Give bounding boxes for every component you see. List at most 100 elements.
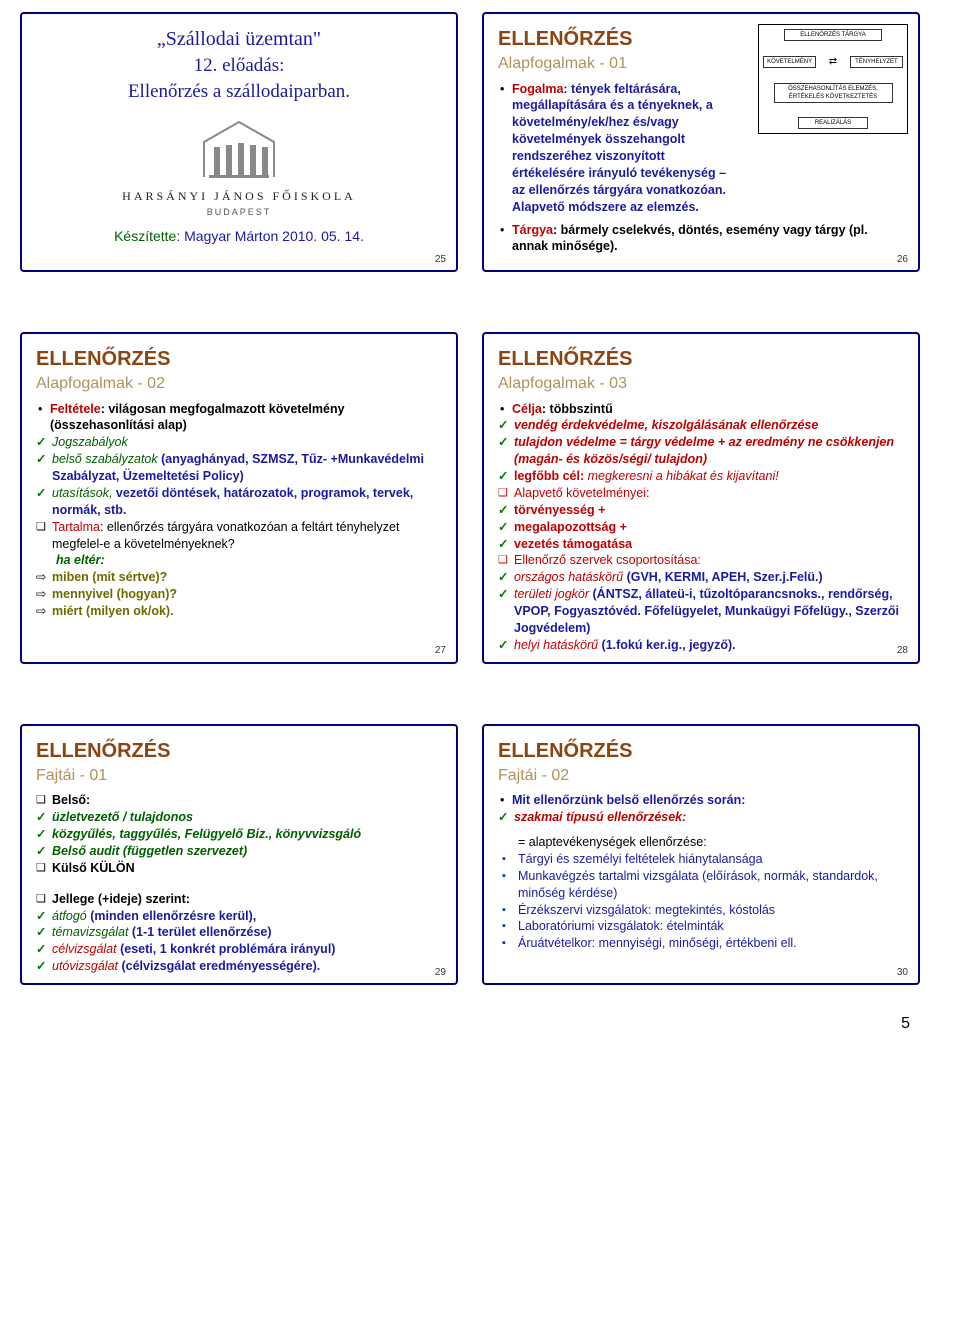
check-legfobb: legfőbb cél: megkeresni a hibákat és kij… bbox=[498, 468, 904, 485]
targya-text: : bármely cselekvés, döntés, esemény vag… bbox=[512, 223, 868, 254]
check-cel: célvizsgálat (eseti, 1 konkrét problémár… bbox=[36, 941, 442, 958]
check-tulajdon: tulajdon védelme = tárgy védelme + az er… bbox=[498, 434, 904, 468]
page-number: 5 bbox=[20, 1015, 940, 1033]
slide-subtitle: Alapfogalmak - 03 bbox=[498, 373, 904, 395]
c6b-text: (eseti, 1 konkrét problémára irányul) bbox=[117, 942, 336, 956]
school-logo-icon bbox=[184, 112, 294, 182]
author-prefix: Készítette bbox=[114, 228, 176, 244]
slide-heading: ELLENŐRZÉS bbox=[36, 346, 442, 373]
check-jog: Jogszabályok bbox=[36, 434, 442, 451]
ha-elter: ha eltér: bbox=[36, 552, 442, 569]
check-orszagos: országos hatáskörű (GVH, KERMI, APEH, Sz… bbox=[498, 569, 904, 586]
cel-text: : többszintű bbox=[542, 402, 613, 416]
c1-text: üzletvezető / tulajdonos bbox=[52, 810, 193, 824]
title-line2: 12. előadás: bbox=[36, 53, 442, 79]
felt-label: Feltétele bbox=[50, 402, 101, 416]
c1-text: Jogszabályok bbox=[52, 435, 128, 449]
slide-30: ELLENŐRZÉS Fajtái - 02 Mit ellenőrzünk b… bbox=[482, 724, 920, 985]
dia-right: TÉNYHELYZET bbox=[850, 56, 903, 68]
slide-number: 29 bbox=[435, 966, 446, 980]
check-szakmai: szakmai típusú ellenőrzések: bbox=[498, 809, 904, 826]
c3a-text: utasítások, bbox=[52, 486, 112, 500]
c2a-text: belső szabályzatok bbox=[52, 452, 158, 466]
c9a-text: helyi hatáskörű bbox=[514, 638, 598, 652]
c9b-text: (1.fokú ker.ig., jegyző). bbox=[598, 638, 736, 652]
c5-text: megalapozottság + bbox=[514, 520, 627, 534]
targya-label: Tárgya bbox=[512, 223, 553, 237]
b1-text: Mit ellenőrzünk belső ellenőrzés során: bbox=[512, 793, 745, 807]
author-line: Készítette: Magyar Márton 2010. 05. 14. bbox=[36, 227, 442, 246]
check-tema: témavizsgálat (1-1 terület ellenőrzése) bbox=[36, 924, 442, 941]
dia-mid: ÖSSZEHASONLÍTÁS ELEMZÉS, ÉRTÉKELÉS KÖVET… bbox=[774, 83, 893, 103]
arr-miben: miben (mit sértve)? bbox=[36, 569, 442, 586]
slide-heading: ELLENŐRZÉS bbox=[498, 738, 904, 765]
sq-jellege: Jellege (+ideje) szerint: bbox=[36, 891, 442, 908]
c1-text: vendég érdekvédelme, kiszolgálásának ell… bbox=[514, 418, 818, 432]
check-megal: megalapozottság + bbox=[498, 519, 904, 536]
sq-alapveto: Alapvető követelményei: bbox=[498, 485, 904, 502]
slide-28: ELLENŐRZÉS Alapfogalmak - 03 Célja: több… bbox=[482, 332, 920, 664]
sq-ellenorzo: Ellenőrző szervek csoportosítása: bbox=[498, 552, 904, 569]
check-kozgyules: közgyűlés, taggyűlés, Felügyelő Biz., kö… bbox=[36, 826, 442, 843]
check-audit: Belső audit (független szervezet) bbox=[36, 843, 442, 860]
author-text: : Magyar Márton 2010. 05. 14. bbox=[176, 228, 364, 244]
school-city: BUDAPEST bbox=[36, 206, 442, 218]
a1-text: miben (mit sértve)? bbox=[52, 570, 167, 584]
slide-subtitle: Fajtái - 02 bbox=[498, 765, 904, 787]
c7a-text: országos hatáskörű bbox=[514, 570, 623, 584]
tart-text: : ellenőrzés tárgyára vonatkozóan a felt… bbox=[52, 520, 399, 551]
sq3-text: Jellege (+ideje) szerint: bbox=[52, 892, 190, 906]
title-line1: „Szállodai üzemtan" bbox=[36, 26, 442, 53]
slide-subtitle: Alapfogalmak - 02 bbox=[36, 373, 442, 395]
cel-label: Célja bbox=[512, 402, 542, 416]
fogalma-label: Fogalma bbox=[512, 82, 563, 96]
slide-25: „Szállodai üzemtan" 12. előadás: Ellenőr… bbox=[20, 12, 458, 272]
bullet-mit: Mit ellenőrzünk belső ellenőrzés során: bbox=[498, 792, 904, 809]
c7b-text: (célvizsgálat eredményességére). bbox=[118, 959, 320, 973]
check-uzletvezeto: üzletvezető / tulajdonos bbox=[36, 809, 442, 826]
c5b-text: (1-1 terület ellenőrzése) bbox=[128, 925, 271, 939]
sq-belso: Belső: bbox=[36, 792, 442, 809]
bullet-celja: Célja: többszintű bbox=[498, 401, 904, 418]
slide-number: 30 bbox=[897, 966, 908, 980]
c3b-text: megkeresni a hibákat és kijavítani! bbox=[588, 469, 779, 483]
check-teruleti: területi jogkör (ÁNTSZ, állateü-i, tűzol… bbox=[498, 586, 904, 637]
bullet-targya: Tárgya: bármely cselekvés, döntés, esemé… bbox=[498, 222, 904, 256]
c3a-text: legfőbb cél: bbox=[514, 469, 588, 483]
sqb-4: Laboratóriumi vizsgálatok: ételminták bbox=[498, 918, 904, 935]
check-atfogo: átfogó (minden ellenőrzésre kerül), bbox=[36, 908, 442, 925]
arr-mennyivel: mennyivel (hogyan)? bbox=[36, 586, 442, 603]
sq1-text: Belső: bbox=[52, 793, 90, 807]
dia-bot: REALIZÁLÁS bbox=[798, 117, 868, 129]
check-torv: törvényesség + bbox=[498, 502, 904, 519]
check-vendeg: vendég érdekvédelme, kiszolgálásának ell… bbox=[498, 417, 904, 434]
check-vezet: vezetés támogatása bbox=[498, 536, 904, 553]
sq-kulso: Külső KÜLÖN bbox=[36, 860, 442, 877]
sq2-text: Külső KÜLÖN bbox=[52, 861, 135, 875]
tart-label: Tartalma bbox=[52, 520, 100, 534]
slide-27: ELLENŐRZÉS Alapfogalmak - 02 Feltétele : … bbox=[20, 332, 458, 664]
slide-number: 26 bbox=[897, 253, 908, 267]
sqb-2: Munkavégzés tartalmi vizsgálata (előírás… bbox=[498, 868, 904, 902]
slide-29: ELLENŐRZÉS Fajtái - 01 Belső: üzletvezet… bbox=[20, 724, 458, 985]
c1-text: szakmai típusú ellenőrzések: bbox=[514, 810, 686, 824]
c8a-text: területi jogkör bbox=[514, 587, 589, 601]
slide-26: ELLENŐRZÉS Alapfogalmak - 01 ELLENŐRZÉS … bbox=[482, 12, 920, 272]
check-utas: utasítások, vezetői döntések, határozato… bbox=[36, 485, 442, 519]
c4b-text: (minden ellenőrzésre kerül), bbox=[87, 909, 257, 923]
title-line3: Ellenőrzés a szállodaiparban. bbox=[36, 79, 442, 105]
dia-left: KÖVETELMÉNY bbox=[763, 56, 816, 68]
slide-heading: ELLENŐRZÉS bbox=[498, 346, 904, 373]
a3-text: miért (milyen ok/ok). bbox=[52, 604, 174, 618]
c2-text: közgyűlés, taggyűlés, Felügyelő Biz., kö… bbox=[52, 827, 361, 841]
slide-subtitle: Fajtái - 01 bbox=[36, 765, 442, 787]
check-uto: utóvizsgálat (célvizsgálat eredményesség… bbox=[36, 958, 442, 975]
c2-text: tulajdon védelme = tárgy védelme + az er… bbox=[514, 435, 894, 466]
slide-number: 25 bbox=[435, 253, 446, 267]
check-belso: belső szabályzatok (anyaghányad, SZMSZ, … bbox=[36, 451, 442, 485]
c6a-text: célvizsgálat bbox=[52, 942, 117, 956]
school-name: HARSÁNYI JÁNOS FŐISKOLA bbox=[36, 188, 442, 204]
bullet-fogalma: Fogalma: tények feltárására, megállapítá… bbox=[498, 81, 733, 216]
a2-text: mennyivel (hogyan)? bbox=[52, 587, 177, 601]
sqb-3: Érzékszervi vizsgálatok: megtekintés, kó… bbox=[498, 902, 904, 919]
